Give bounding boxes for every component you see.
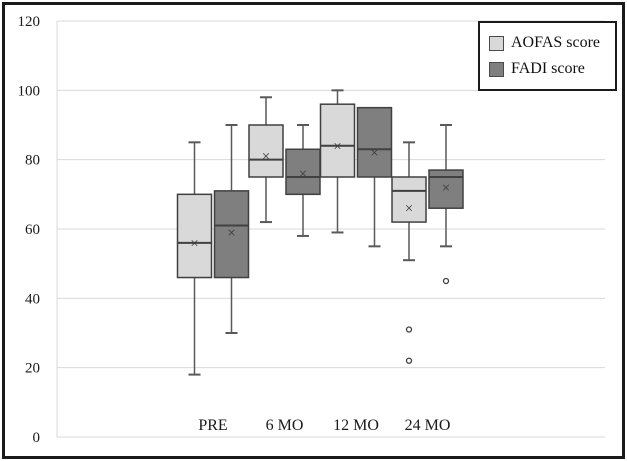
y-tick-label: 80 xyxy=(25,153,40,169)
outlier-aofas-24-mo xyxy=(405,326,413,333)
box-aofas-12-mo xyxy=(319,103,356,178)
box-fadi-pre xyxy=(213,190,250,279)
legend-item-aofas: AOFAS score xyxy=(489,33,615,54)
box-aofas-pre xyxy=(176,193,213,279)
mean-marker-fadi-pre: × xyxy=(227,225,235,241)
box-fadi-12-mo xyxy=(356,106,393,178)
legend-item-fadi: FADI score xyxy=(489,59,615,80)
aofas-swatch-icon xyxy=(489,35,504,51)
y-tick-label: 100 xyxy=(18,83,41,99)
mean-marker-fadi-24-mo: × xyxy=(442,180,450,196)
y-tick-label: 60 xyxy=(25,222,40,238)
box-aofas-6-mo xyxy=(248,124,284,178)
x-category-label: 12 MO xyxy=(333,417,379,434)
legend-label-fadi: FADI score xyxy=(511,60,585,77)
mean-marker-aofas-6-mo: × xyxy=(262,149,270,165)
outlier-fadi-24-mo xyxy=(442,277,450,285)
outlier-aofas-24-mo xyxy=(405,357,413,364)
box-fadi-6-mo xyxy=(285,148,321,196)
y-tick-label: 40 xyxy=(25,291,40,307)
y-tick-label: 20 xyxy=(25,361,40,377)
mean-marker-aofas-pre: × xyxy=(190,236,198,252)
x-category-label: 24 MO xyxy=(405,417,451,434)
x-category-label: PRE xyxy=(198,417,227,434)
legend-label-aofas: AOFAS score xyxy=(511,34,601,51)
mean-marker-fadi-12-mo: × xyxy=(370,146,378,162)
fadi-swatch-icon xyxy=(489,61,504,77)
mean-marker-fadi-6-mo: × xyxy=(299,167,307,183)
y-tick-label: 0 xyxy=(33,430,41,446)
mean-marker-aofas-24-mo: × xyxy=(405,201,413,217)
x-category-label: 6 MO xyxy=(266,417,304,434)
mean-marker-aofas-12-mo: × xyxy=(333,139,341,155)
box-aofas-24-mo xyxy=(391,176,427,223)
y-tick-label: 120 xyxy=(18,14,41,30)
legend: AOFAS score FADI score xyxy=(478,21,617,91)
